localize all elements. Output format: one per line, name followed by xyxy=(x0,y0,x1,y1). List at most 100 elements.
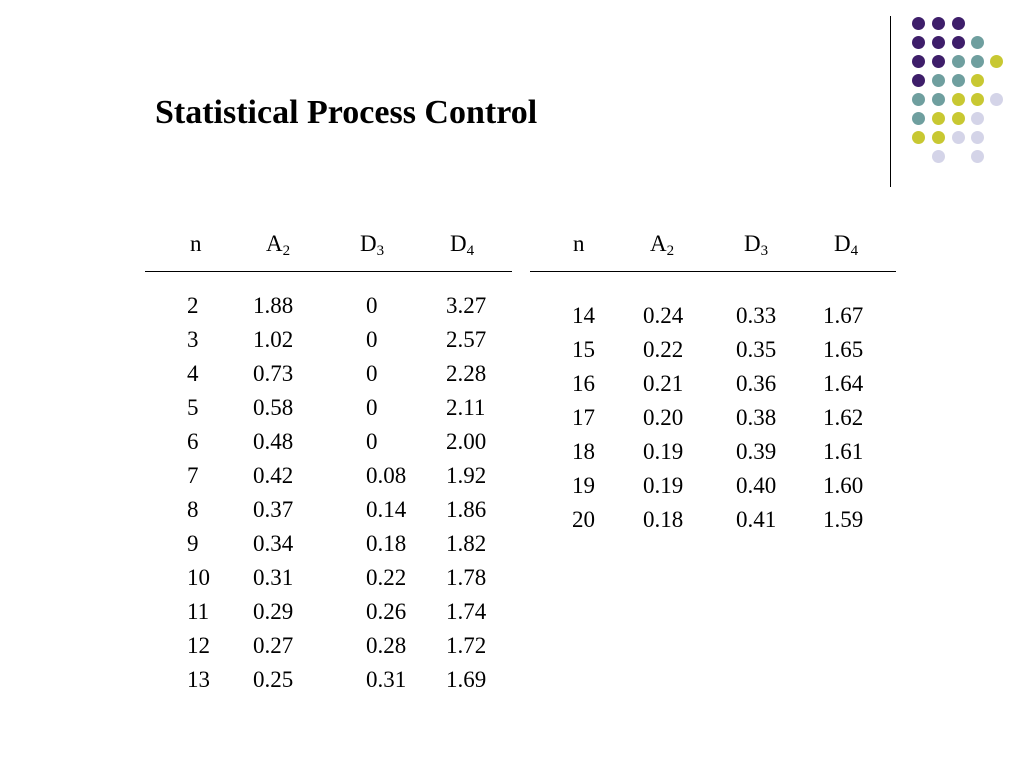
left-table-cell-a2: 0.37 xyxy=(253,497,294,522)
header-symbol: D xyxy=(360,231,377,256)
decorative-dot xyxy=(990,93,1003,106)
right-table-cell-a2: 0.18 xyxy=(643,507,684,532)
left-table-cell-d4: 1.72 xyxy=(446,633,487,658)
header-subscript: 3 xyxy=(376,243,385,259)
left-table-cell-d4: 1.82 xyxy=(446,531,487,556)
right-table-cell-a2: 0.24 xyxy=(643,303,684,328)
right-table-cell-d3: 0.33 xyxy=(736,303,777,328)
left-table-cell-n: 5 xyxy=(187,395,199,420)
left-table-cell-a2: 0.34 xyxy=(253,531,294,556)
left-table-cell-n: 9 xyxy=(187,531,199,556)
header-symbol: n xyxy=(190,231,202,256)
header-subscript: 3 xyxy=(760,243,769,259)
right-table-cell-d3: 0.38 xyxy=(736,405,777,430)
decorative-dot xyxy=(952,55,965,68)
decorative-dot xyxy=(912,36,925,49)
left-table-cell-n: 8 xyxy=(187,497,199,522)
left-table-header-n: n xyxy=(190,231,202,257)
header-subscript: 4 xyxy=(466,243,475,259)
decorative-dot xyxy=(912,131,925,144)
left-table-cell-d4: 1.86 xyxy=(446,497,487,522)
decorative-dot xyxy=(912,17,925,30)
right-table-cell-d3: 0.35 xyxy=(736,337,777,362)
left-table-cell-d4: 1.78 xyxy=(446,565,487,590)
right-table-cell-a2: 0.19 xyxy=(643,439,684,464)
slide-title: Statistical Process Control xyxy=(155,94,538,131)
left-table-cell-n: 7 xyxy=(187,463,199,488)
right-table-cell-d4: 1.62 xyxy=(823,405,864,430)
decorative-dot xyxy=(971,150,984,163)
decorative-dot xyxy=(932,150,945,163)
right-table-header-d3: D3 xyxy=(744,231,769,259)
right-table-cell-d4: 1.59 xyxy=(823,507,864,532)
left-table-cell-d3: 0.22 xyxy=(366,565,407,590)
left-table-cell-d3: 0 xyxy=(366,395,378,420)
left-table-cell-d3: 0 xyxy=(366,429,378,454)
header-symbol: A xyxy=(650,231,667,256)
decorative-dot xyxy=(932,36,945,49)
left-table-cell-a2: 1.88 xyxy=(253,293,294,318)
decorative-dot xyxy=(912,112,925,125)
left-table-cell-d3: 0 xyxy=(366,361,378,386)
header-symbol: D xyxy=(834,231,851,256)
decorative-dot xyxy=(932,17,945,30)
right-table-cell-d3: 0.40 xyxy=(736,473,777,498)
right-table-cell-d3: 0.39 xyxy=(736,439,777,464)
left-table-header-d4: D4 xyxy=(450,231,475,259)
decorative-dot xyxy=(912,74,925,87)
right-table-cell-n: 15 xyxy=(572,337,595,362)
left-table-cell-d3: 0.26 xyxy=(366,599,407,624)
decorative-dot xyxy=(952,112,965,125)
decorative-dot xyxy=(971,74,984,87)
left-table-cell-d4: 2.57 xyxy=(446,327,487,352)
decorative-dot xyxy=(912,93,925,106)
decorative-dot xyxy=(971,36,984,49)
header-subscript: 4 xyxy=(850,243,859,259)
left-table-cell-d4: 2.00 xyxy=(446,429,487,454)
right-table-cell-d3: 0.41 xyxy=(736,507,777,532)
right-table-cell-a2: 0.19 xyxy=(643,473,684,498)
left-table-header-rule xyxy=(145,271,512,272)
left-table-cell-d3: 0.14 xyxy=(366,497,407,522)
left-table-cell-d4: 1.74 xyxy=(446,599,487,624)
right-table-cell-n: 20 xyxy=(572,507,595,532)
left-table-cell-a2: 0.48 xyxy=(253,429,294,454)
left-table-cell-d4: 1.69 xyxy=(446,667,487,692)
right-table-cell-d4: 1.60 xyxy=(823,473,864,498)
left-table-header-a2: A2 xyxy=(266,231,290,259)
right-table-cell-n: 16 xyxy=(572,371,595,396)
decorative-dot xyxy=(990,55,1003,68)
header-subscript: 2 xyxy=(666,243,675,259)
left-table-cell-d4: 3.27 xyxy=(446,293,487,318)
decorative-dot xyxy=(932,55,945,68)
right-table-cell-d4: 1.65 xyxy=(823,337,864,362)
decorative-dot xyxy=(971,131,984,144)
left-table-cell-d3: 0 xyxy=(366,327,378,352)
right-table-cell-a2: 0.21 xyxy=(643,371,684,396)
left-table-cell-d4: 2.28 xyxy=(446,361,487,386)
decorative-dot xyxy=(912,55,925,68)
left-table-cell-n: 4 xyxy=(187,361,199,386)
decorative-dot xyxy=(971,112,984,125)
left-table-cell-d3: 0.31 xyxy=(366,667,407,692)
decorative-dot xyxy=(971,93,984,106)
right-table-header-rule xyxy=(530,271,896,272)
left-table-cell-n: 3 xyxy=(187,327,199,352)
left-table-cell-n: 13 xyxy=(187,667,210,692)
left-table-cell-n: 10 xyxy=(187,565,210,590)
decorative-dot xyxy=(971,55,984,68)
left-table-cell-a2: 0.25 xyxy=(253,667,294,692)
header-symbol: n xyxy=(573,231,585,256)
right-table-header-n: n xyxy=(573,231,585,257)
left-table-header-d3: D3 xyxy=(360,231,385,259)
right-table-cell-d4: 1.67 xyxy=(823,303,864,328)
header-symbol: D xyxy=(450,231,467,256)
decorative-dot xyxy=(932,131,945,144)
decorative-dot xyxy=(952,93,965,106)
left-table-cell-n: 2 xyxy=(187,293,199,318)
decorative-dot xyxy=(932,93,945,106)
right-table-cell-n: 19 xyxy=(572,473,595,498)
left-table-cell-a2: 0.27 xyxy=(253,633,294,658)
left-table-cell-a2: 0.73 xyxy=(253,361,294,386)
decorative-dot xyxy=(952,131,965,144)
